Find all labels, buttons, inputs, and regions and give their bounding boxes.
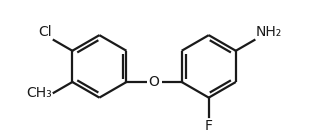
- Text: F: F: [205, 119, 213, 133]
- Text: NH₂: NH₂: [255, 25, 282, 39]
- Text: CH₃: CH₃: [26, 86, 52, 100]
- Text: Cl: Cl: [38, 25, 52, 39]
- Text: O: O: [149, 75, 160, 89]
